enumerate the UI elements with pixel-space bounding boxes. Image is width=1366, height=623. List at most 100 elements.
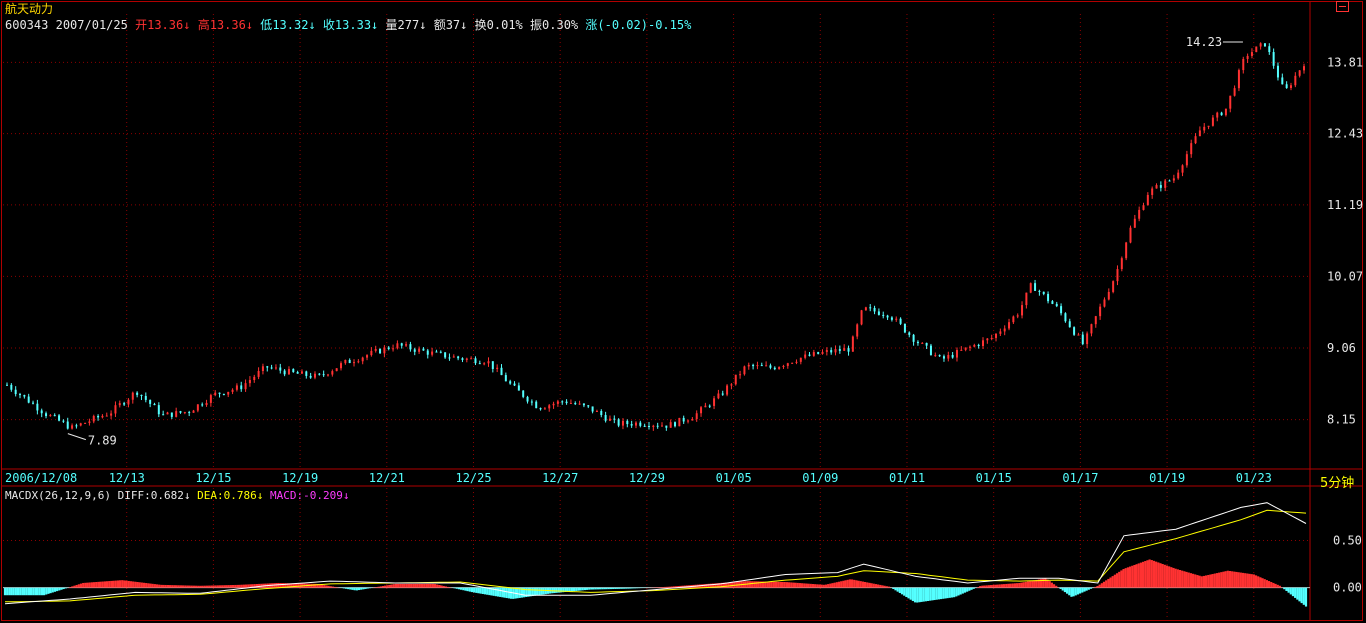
candle-down [279, 367, 282, 371]
stock-code: 600343 [5, 18, 49, 32]
candle-down [639, 422, 642, 426]
candle-up [487, 361, 490, 364]
candle-down [1281, 77, 1284, 85]
candle-down [600, 410, 603, 416]
candle-down [977, 344, 980, 347]
price-tick-label: 12.43 [1327, 127, 1363, 141]
candle-up [834, 349, 837, 353]
candle-up [92, 416, 95, 422]
candle-up [84, 422, 87, 424]
candle-down [517, 385, 520, 391]
candle-up [1151, 188, 1154, 195]
candle-up [713, 398, 716, 406]
candle-up [231, 389, 234, 392]
candle-up [739, 374, 742, 376]
candle-up [335, 368, 338, 372]
macd-indicator-name: MACDX(26,12,9,6) [5, 489, 111, 502]
dea-arrow: ↓ [256, 489, 264, 502]
candle-up [49, 415, 52, 417]
candle-down [847, 348, 850, 352]
date-tick-label: 12/21 [369, 471, 405, 485]
candle-down [14, 389, 17, 395]
date-tick-label: 12/25 [455, 471, 491, 485]
candle-down [1068, 321, 1071, 328]
candle-up [700, 407, 703, 414]
candle-up [235, 385, 238, 390]
candle-down [752, 364, 755, 367]
candle-up [496, 367, 499, 369]
low-arrow: ↓ [308, 18, 316, 32]
candle-down [817, 352, 820, 354]
candle-up [921, 342, 924, 344]
candle-up [799, 357, 802, 362]
candle-up [105, 415, 108, 417]
candle-down [435, 351, 438, 353]
candle-up [300, 371, 303, 374]
candle-up [183, 412, 186, 414]
candle-up [1250, 52, 1253, 56]
date-tick-label: 12/27 [542, 471, 578, 485]
candle-up [652, 425, 655, 427]
candle-down [830, 350, 833, 353]
candle-up [253, 376, 256, 381]
candle-up [1025, 292, 1028, 306]
candle-down [899, 318, 902, 324]
candle-down [773, 367, 776, 370]
price-tick-label: 13.81 [1327, 55, 1363, 69]
candle-up [483, 363, 486, 365]
candle-up [990, 337, 993, 339]
candle-up [791, 362, 794, 364]
change-value: (-0.02)-0.15% [597, 18, 692, 32]
candle-down [97, 416, 100, 418]
candle-down [873, 307, 876, 312]
candle-up [968, 346, 971, 348]
date-tick-label: 01/17 [1062, 471, 1098, 485]
candle-down [309, 375, 312, 378]
candle-down [179, 411, 182, 413]
candle-up [357, 361, 360, 363]
candle-up [595, 410, 598, 412]
candle-up [257, 371, 260, 377]
candle-up [1298, 70, 1301, 76]
candle-up [127, 399, 130, 405]
candle-down [587, 405, 590, 407]
candle-down [617, 419, 620, 426]
candle-down [413, 349, 416, 352]
candle-up [608, 418, 611, 421]
candle-up [851, 336, 854, 352]
close-label: 收 [322, 18, 335, 32]
candle-up [860, 310, 863, 325]
candle-up [843, 348, 846, 351]
window-restore-icon[interactable] [1336, 1, 1349, 12]
candle-down [400, 343, 403, 346]
candle-up [621, 420, 624, 426]
candle-down [769, 365, 772, 368]
candle-up [353, 362, 356, 364]
candle-up [1003, 328, 1006, 332]
candle-up [313, 373, 316, 378]
candle-up [1289, 85, 1292, 88]
volume-label: 量 [385, 18, 398, 32]
candle-up [734, 374, 737, 385]
candle-down [526, 396, 529, 402]
date-tick-label: 01/11 [889, 471, 925, 485]
amount-arrow: ↓ [460, 18, 468, 32]
low-price-label: 7.89 [88, 434, 117, 448]
candle-up [825, 350, 828, 352]
period-label[interactable]: 5分钟 [1320, 476, 1355, 491]
candle-up [552, 403, 555, 406]
candle-down [62, 420, 65, 422]
candle-down [348, 359, 351, 364]
high-label: 高 [197, 18, 210, 32]
high-value: 13.36 [209, 18, 246, 32]
candle-up [864, 307, 867, 311]
close-arrow: ↓ [371, 18, 379, 32]
candle-down [630, 424, 633, 426]
candle-down [1285, 84, 1288, 88]
diff-label: DIFF: [117, 489, 151, 502]
candle-down [478, 363, 481, 365]
candle-down [426, 350, 429, 355]
quote-date: 2007/01/25 [55, 18, 128, 32]
diff-line [4, 502, 1307, 605]
